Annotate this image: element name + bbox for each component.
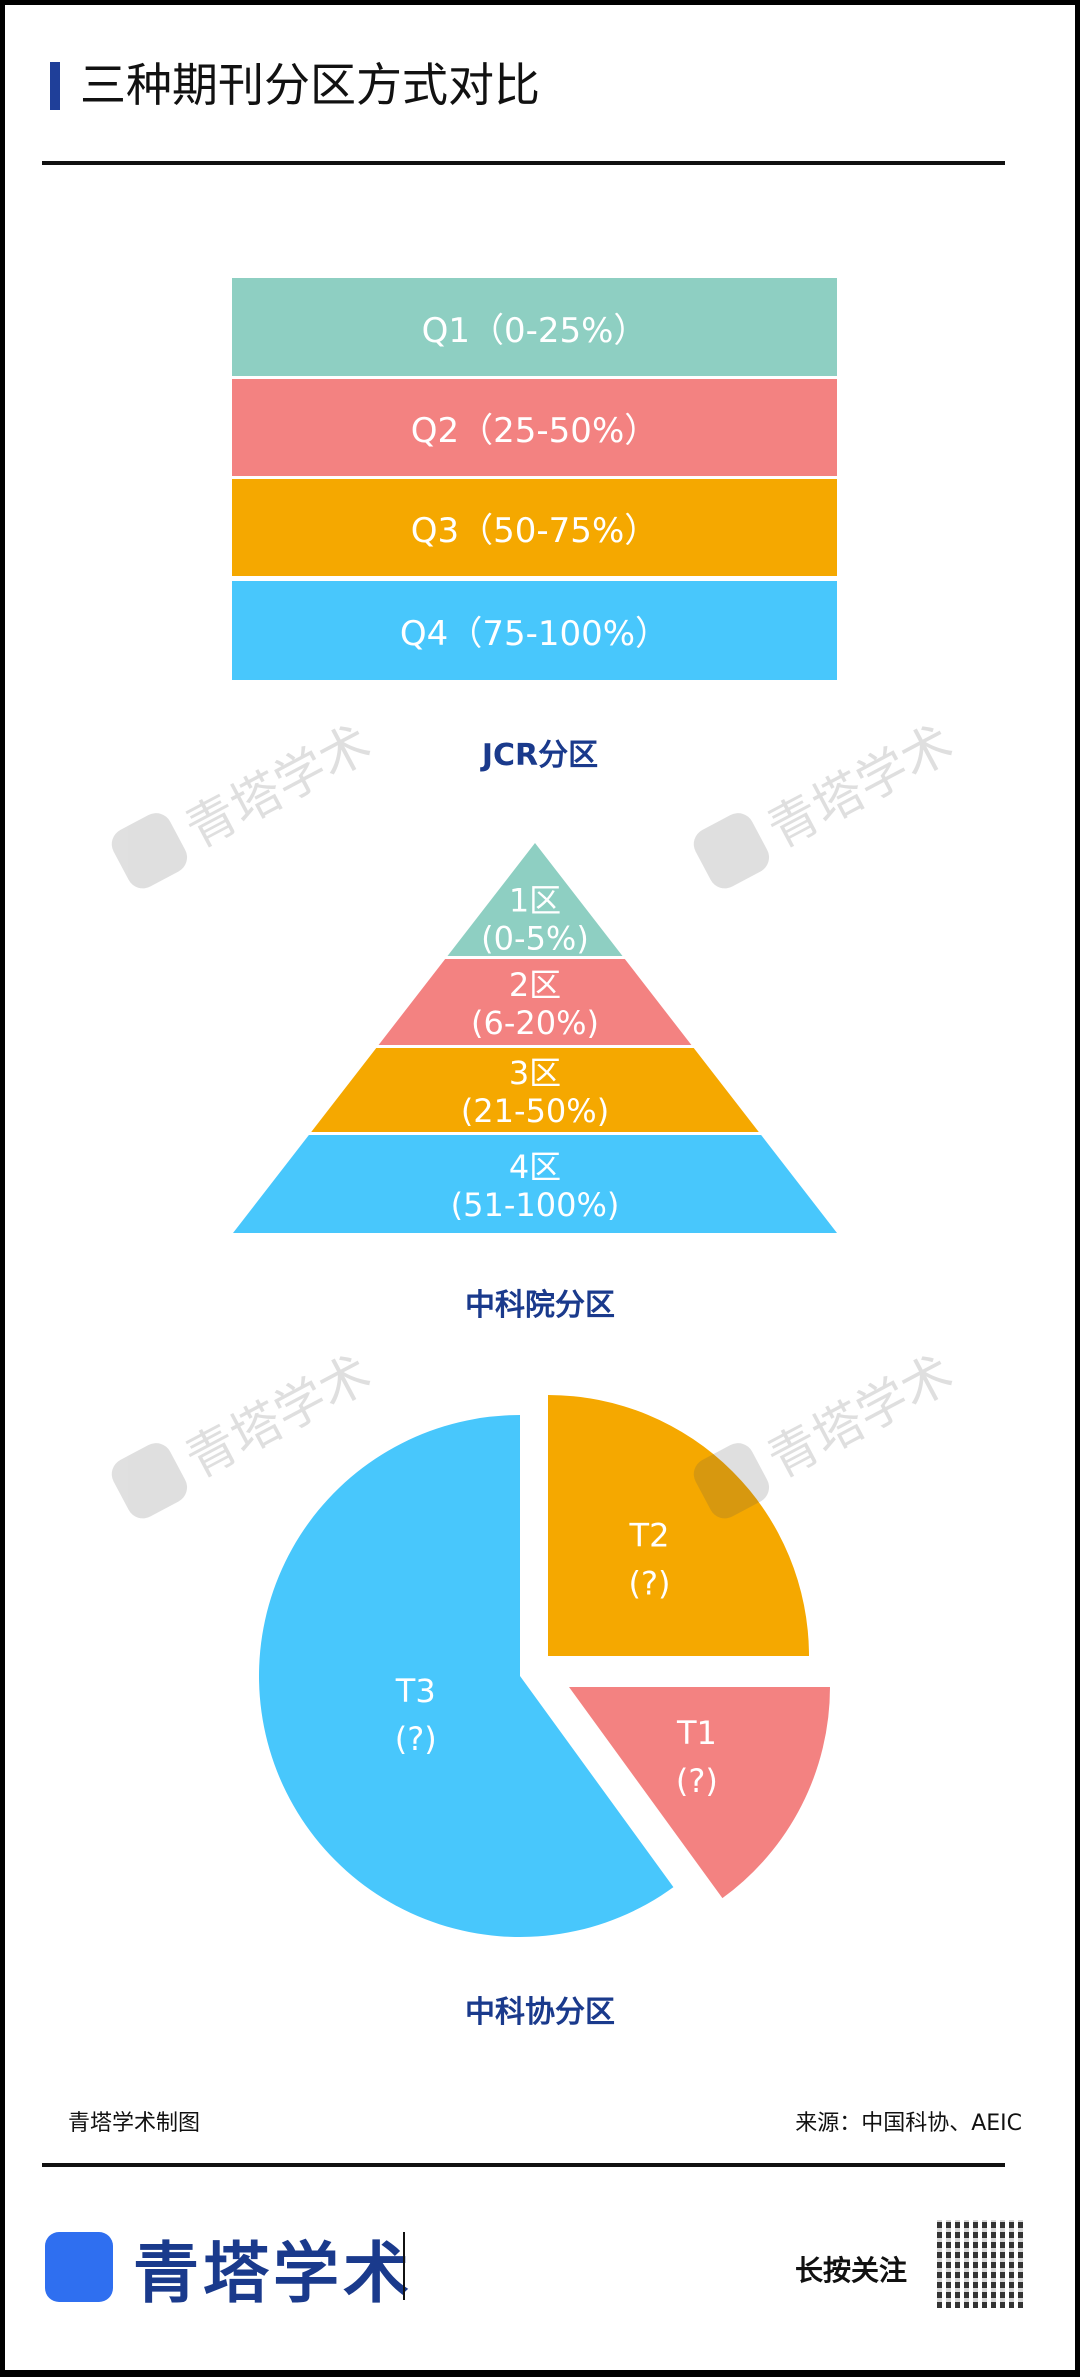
cas-level-range: (21-50%) [461, 1092, 609, 1130]
pie-value: (?) [629, 1564, 671, 1602]
qr-overlay [937, 2220, 1025, 2308]
cas-level-range: (6-20%) [471, 1004, 599, 1042]
pie-label: T1 [676, 1714, 717, 1752]
cas-level-2 [378, 959, 692, 1045]
pie-slice-t1 [569, 1687, 830, 1899]
cas-level-4 [233, 1135, 837, 1233]
divider [42, 161, 1005, 165]
cas-level-1 [447, 843, 623, 956]
pie-value: (?) [676, 1762, 718, 1800]
infographic: 三种期刊分区方式对比 Q1（0-25%） Q2（25-50%） Q3（50-75… [5, 5, 1075, 2370]
credit-text: 青塔学术制图 [68, 2111, 201, 2136]
cas-pyramid: 1区(0-5%) 2区(6-20%) 3区(21-50%) 4区(51-100%) [233, 843, 837, 1233]
jcr-band-q4: Q4（75-100%） [232, 581, 837, 680]
pie-slice-t3 [258, 1415, 674, 1937]
pie-value: (?) [395, 1720, 437, 1758]
divider [42, 2163, 1005, 2167]
cas-level-3 [311, 1048, 759, 1132]
cast-caption: 中科协分区 [465, 1995, 615, 2030]
follow-text: 长按关注 [795, 2254, 908, 2287]
jcr-caption: JCR分区 [481, 738, 599, 773]
cas-level-range: (0-5%) [481, 920, 589, 958]
title-accent-bar [50, 62, 60, 110]
cast-pie: T2 (?) T1 (?) T3 (?) [258, 1395, 830, 1937]
cas-caption: 中科院分区 [465, 1288, 615, 1323]
pie-label: T3 [395, 1672, 436, 1710]
page-title: 三种期刊分区方式对比 [80, 58, 540, 112]
cas-level-name: 2区 [509, 966, 561, 1004]
brand-divider [403, 2232, 405, 2300]
brand-logo-icon [45, 2232, 113, 2302]
jcr-band-q1: Q1（0-25%） [232, 278, 837, 376]
jcr-band-q3: Q3（50-75%） [232, 479, 837, 576]
pie-slice-t2 [548, 1395, 809, 1656]
cas-level-range: (51-100%) [451, 1186, 620, 1224]
jcr-band-q2: Q2（25-50%） [232, 379, 837, 476]
brand-name: 青塔学术 [133, 2235, 413, 2312]
cas-level-name: 1区 [509, 882, 561, 920]
pie-label: T2 [629, 1516, 670, 1554]
source-text: 来源：中国科协、AEIC [795, 2111, 1022, 2136]
cas-level-name: 4区 [509, 1148, 561, 1186]
cas-level-name: 3区 [509, 1054, 561, 1092]
